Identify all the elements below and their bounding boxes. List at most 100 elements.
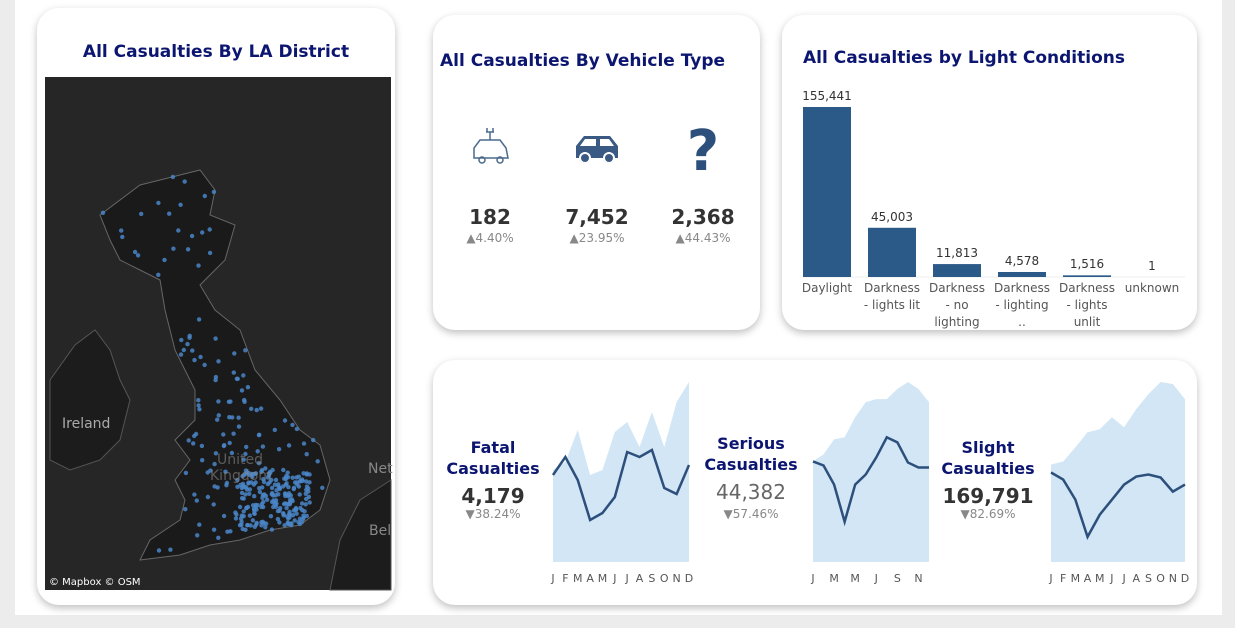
map-dot: [212, 484, 217, 489]
map-dot: [195, 533, 200, 538]
map-dot: [205, 494, 211, 500]
map-dot: [244, 444, 249, 450]
bar-value-label: 11,813: [936, 246, 978, 261]
map-dot: [189, 233, 195, 239]
map-dot: [234, 512, 239, 517]
month-label: A: [586, 572, 594, 585]
month-label: O: [660, 572, 669, 585]
map-dot: [241, 509, 246, 514]
month-label: M: [573, 572, 583, 585]
map-dot: [213, 336, 218, 341]
map-dot: [200, 230, 205, 235]
kpi-value: 7,452: [565, 205, 629, 229]
map-dot: [247, 513, 253, 518]
trend-title: Fatal Casualties: [446, 438, 540, 478]
map-dot: [290, 475, 295, 480]
map-label: United Kingdom: [210, 452, 272, 484]
map-dot: [240, 526, 245, 532]
map-dot: [191, 441, 196, 446]
map-dot: [212, 461, 217, 467]
map-dot: [251, 482, 257, 487]
map-dot: [196, 317, 202, 322]
map-dot: [233, 516, 239, 521]
map-dot: [297, 516, 303, 521]
map-dot: [216, 535, 221, 540]
map-dot: [281, 511, 286, 516]
map-dot: [168, 547, 173, 552]
map-dot: [252, 524, 257, 529]
map-dot: [297, 492, 302, 497]
map-dot: [264, 497, 270, 502]
bar: [803, 107, 851, 277]
map-dot: [211, 527, 217, 532]
map-dot: [240, 474, 245, 479]
bar-value-label: 45,003: [871, 209, 913, 224]
map-dot: [211, 502, 216, 507]
trend-change: ▼82.69%: [960, 507, 1016, 521]
map-dot: [221, 432, 226, 437]
map-dot: [242, 397, 247, 403]
month-label: O: [1156, 572, 1165, 585]
map-dot: [243, 348, 248, 353]
map-dot: [275, 516, 281, 522]
map-dot: [185, 247, 191, 252]
map-dot: [196, 398, 201, 403]
map-dot: [253, 505, 258, 510]
month-label: N: [914, 572, 922, 585]
map-dot: [241, 373, 246, 378]
map-dot: [252, 494, 257, 499]
map-dot: [274, 488, 279, 493]
map-dot: [229, 450, 235, 456]
map-dot: [304, 479, 309, 484]
map-dot: [311, 437, 316, 443]
map-dot: [271, 504, 276, 510]
map-dot: [170, 174, 176, 180]
map-dot: [249, 406, 254, 411]
month-label: M: [850, 572, 860, 585]
map-dot: [272, 482, 278, 487]
map-dot: [320, 485, 325, 490]
map-dot: [280, 484, 286, 489]
map-dot: [261, 479, 267, 485]
map-dot: [270, 493, 276, 498]
map-dot: [215, 417, 220, 422]
map-dot: [196, 263, 201, 268]
map-dot: [235, 484, 240, 489]
gb-shape: [99, 169, 331, 561]
map-dot: [287, 512, 293, 518]
map-dot: [120, 234, 125, 240]
map-dot: [186, 438, 191, 443]
map-dot: [256, 461, 262, 466]
map-dot: [228, 529, 233, 534]
month-label: J: [550, 572, 554, 585]
map-dot: [304, 472, 309, 477]
map-dot: [254, 407, 259, 413]
map-dot: [207, 227, 212, 232]
map-dot: [301, 515, 306, 520]
map-dot: [200, 458, 205, 463]
map-dot: [252, 471, 257, 477]
kpi-change: ▲23.95%: [569, 231, 625, 245]
map-dot: [273, 477, 279, 483]
map-dot: [284, 505, 289, 511]
map-dot: [307, 500, 312, 505]
map-dot: [240, 481, 246, 487]
map-dot: [227, 415, 232, 420]
map-dot: [260, 485, 265, 490]
map-dot: [221, 443, 227, 449]
map-dot: [224, 483, 229, 488]
month-label: J: [1048, 572, 1052, 585]
bar: [933, 264, 981, 277]
month-label: J: [625, 572, 629, 585]
map-dot: [243, 492, 248, 497]
map-dot: [286, 516, 291, 521]
map-dot: [276, 484, 281, 489]
month-label: M: [1095, 572, 1105, 585]
month-label: A: [636, 572, 644, 585]
map-dot: [216, 399, 221, 404]
map-dot: [286, 443, 292, 448]
map-dot: [216, 359, 221, 364]
map-dot: [237, 504, 243, 510]
trend-value: 169,791: [942, 484, 1034, 508]
map-dot: [252, 508, 257, 513]
